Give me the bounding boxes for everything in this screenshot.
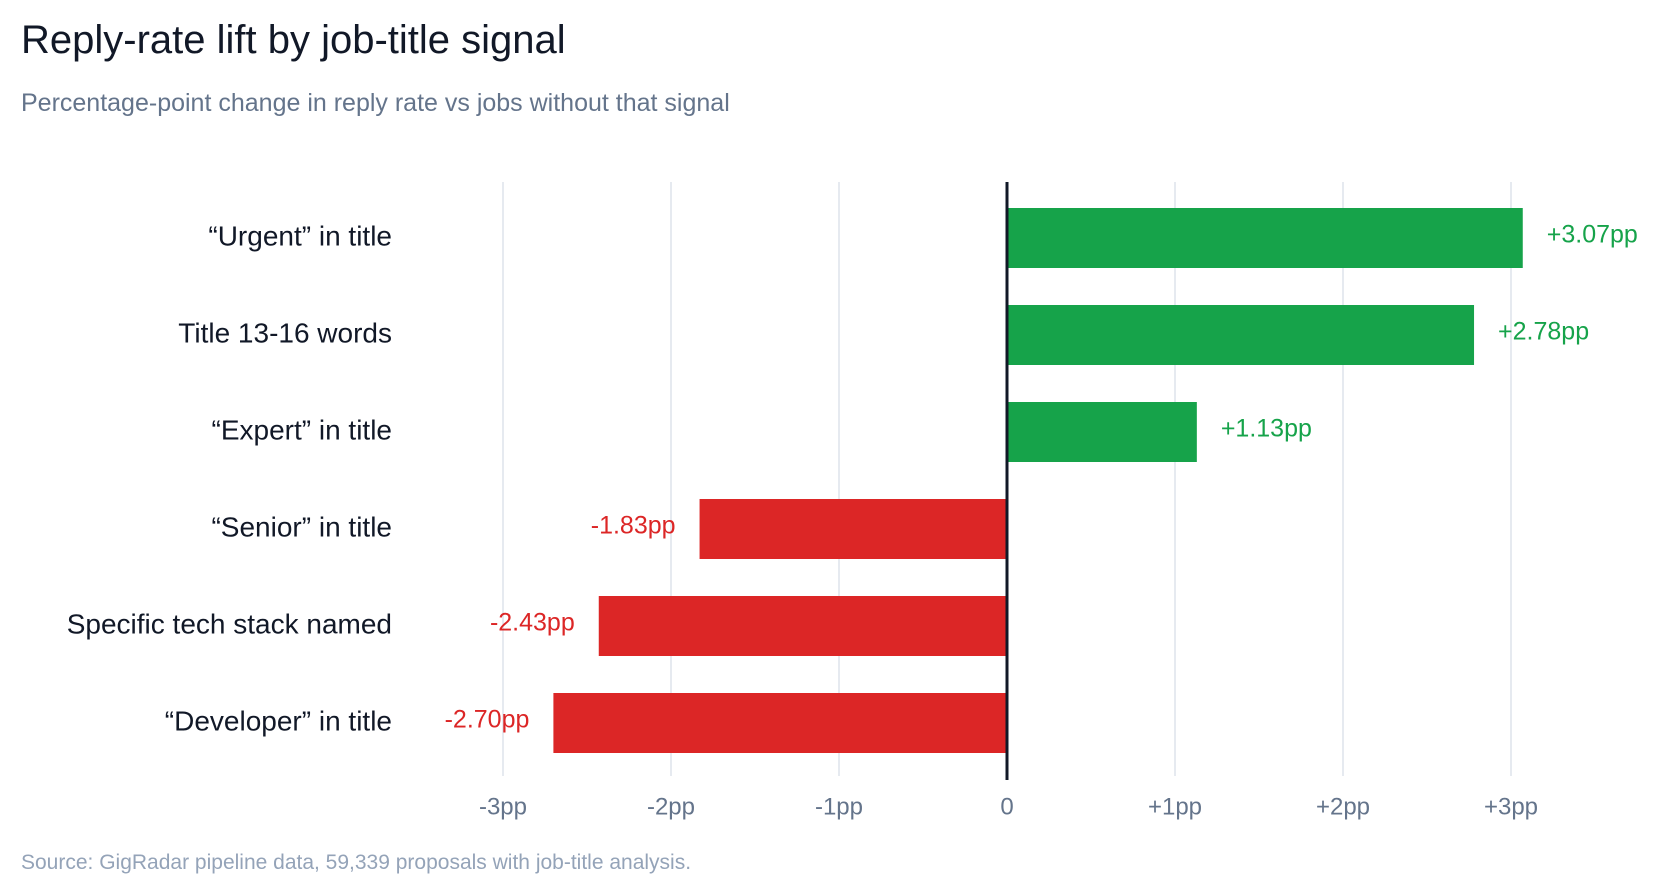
category-label: “Senior” in title	[211, 511, 392, 542]
chart-title: Reply-rate lift by job-title signal	[21, 18, 566, 62]
x-tick-label: +1pp	[1148, 793, 1202, 820]
bar	[1007, 402, 1197, 462]
x-tick-label: 0	[1000, 793, 1013, 820]
category-label: “Expert” in title	[212, 414, 393, 445]
x-axis-ticks: -3pp -2pp -1pp 0 +1pp +2pp +3pp	[479, 793, 1538, 820]
chart-subtitle: Percentage-point change in reply rate vs…	[21, 89, 730, 117]
bar	[598, 596, 1007, 656]
value-label: +2.78pp	[1498, 318, 1589, 346]
value-label: -2.70pp	[445, 706, 530, 734]
x-tick-label: -2pp	[647, 793, 695, 820]
value-labels: +3.07pp +2.78pp +1.13pp -1.83pp -2.43pp -2.70…	[445, 221, 1638, 734]
bar	[1007, 305, 1475, 365]
bar	[553, 693, 1007, 753]
x-tick-label: -1pp	[815, 793, 863, 820]
value-label: +3.07pp	[1547, 221, 1638, 249]
value-label: +1.13pp	[1221, 415, 1312, 443]
category-label: “Developer” in title	[165, 705, 392, 736]
grid-lines	[502, 182, 1512, 776]
x-tick-label: -3pp	[479, 793, 527, 820]
bar	[1007, 208, 1523, 268]
x-tick-label: +2pp	[1316, 793, 1370, 820]
x-tick-label: +3pp	[1484, 793, 1538, 820]
value-label: -2.43pp	[490, 609, 575, 637]
category-labels: “Urgent” in title Title 13-16 words “Exper…	[67, 220, 392, 736]
category-label: Title 13-16 words	[178, 317, 392, 348]
bars	[553, 208, 1523, 753]
source-note: Source: GigRadar pipeline data, 59,339 p…	[21, 851, 692, 874]
bar	[699, 499, 1007, 559]
value-label: -1.83pp	[591, 512, 676, 540]
category-label: Specific tech stack named	[67, 608, 392, 639]
category-label: “Urgent” in title	[208, 220, 392, 251]
